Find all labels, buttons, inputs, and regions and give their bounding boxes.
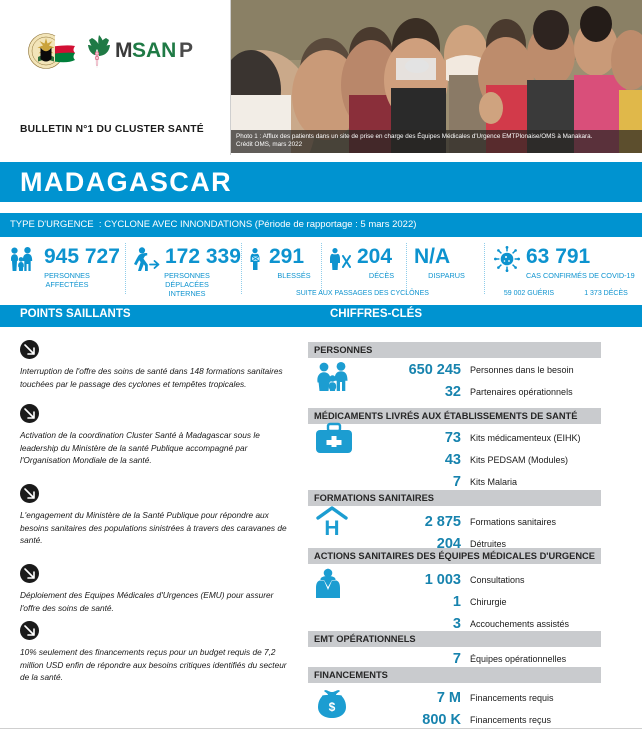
svg-text:M: M [115,39,133,62]
svg-text:$: $ [329,700,336,714]
svg-text:H: H [324,517,339,536]
svg-text:SAN: SAN [132,39,176,62]
svg-text:P: P [179,39,193,62]
